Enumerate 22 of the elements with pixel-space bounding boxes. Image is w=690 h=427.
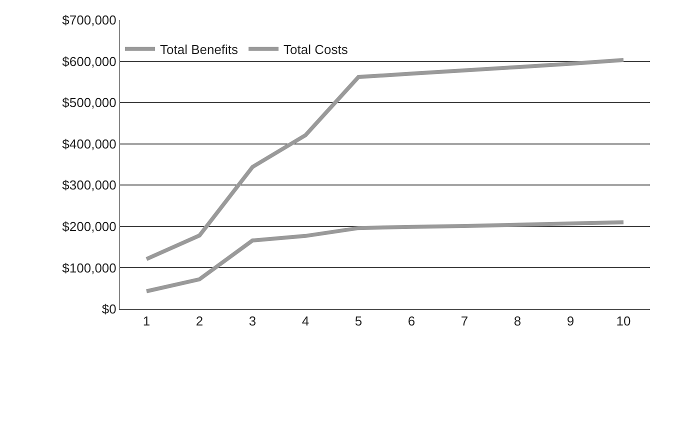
x-tick-label: 5 (354, 314, 362, 329)
x-tick-label: 10 (616, 314, 631, 329)
x-tick-label: 9 (566, 314, 574, 329)
y-tick-label: $200,000 (62, 218, 116, 234)
line-series (144, 220, 626, 294)
y-tick-label: $400,000 (62, 136, 116, 152)
x-tick-label: 3 (248, 314, 256, 329)
line-series (144, 58, 626, 262)
x-tick-label: 4 (302, 314, 310, 329)
y-tick-label: $0 (102, 302, 116, 317)
y-tick-label: $500,000 (62, 95, 116, 110)
legend-label: Total Costs (284, 42, 348, 57)
x-tick-label: 1 (142, 314, 150, 329)
x-tick-label: 7 (460, 314, 468, 329)
x-tick-label: 2 (196, 314, 204, 329)
x-tick-label: 6 (408, 314, 416, 329)
x-tick-label: 8 (514, 314, 522, 329)
legend-label: Total Benefits (160, 42, 239, 57)
y-tick-label: $300,000 (62, 178, 116, 193)
y-tick-label: $700,000 (62, 12, 116, 28)
y-tick-label: $100,000 (62, 260, 116, 276)
y-tick-label: $600,000 (62, 54, 116, 69)
